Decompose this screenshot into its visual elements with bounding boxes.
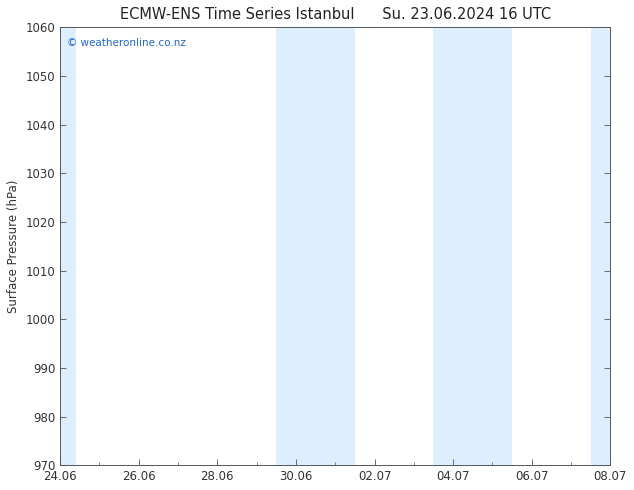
Bar	[60, 27, 76, 465]
Bar	[276, 27, 355, 465]
Bar	[434, 27, 512, 465]
Bar	[591, 27, 611, 465]
Text: © weatheronline.co.nz: © weatheronline.co.nz	[67, 38, 186, 48]
Title: ECMW-ENS Time Series Istanbul      Su. 23.06.2024 16 UTC: ECMW-ENS Time Series Istanbul Su. 23.06.…	[120, 7, 551, 22]
Y-axis label: Surface Pressure (hPa): Surface Pressure (hPa)	[7, 179, 20, 313]
